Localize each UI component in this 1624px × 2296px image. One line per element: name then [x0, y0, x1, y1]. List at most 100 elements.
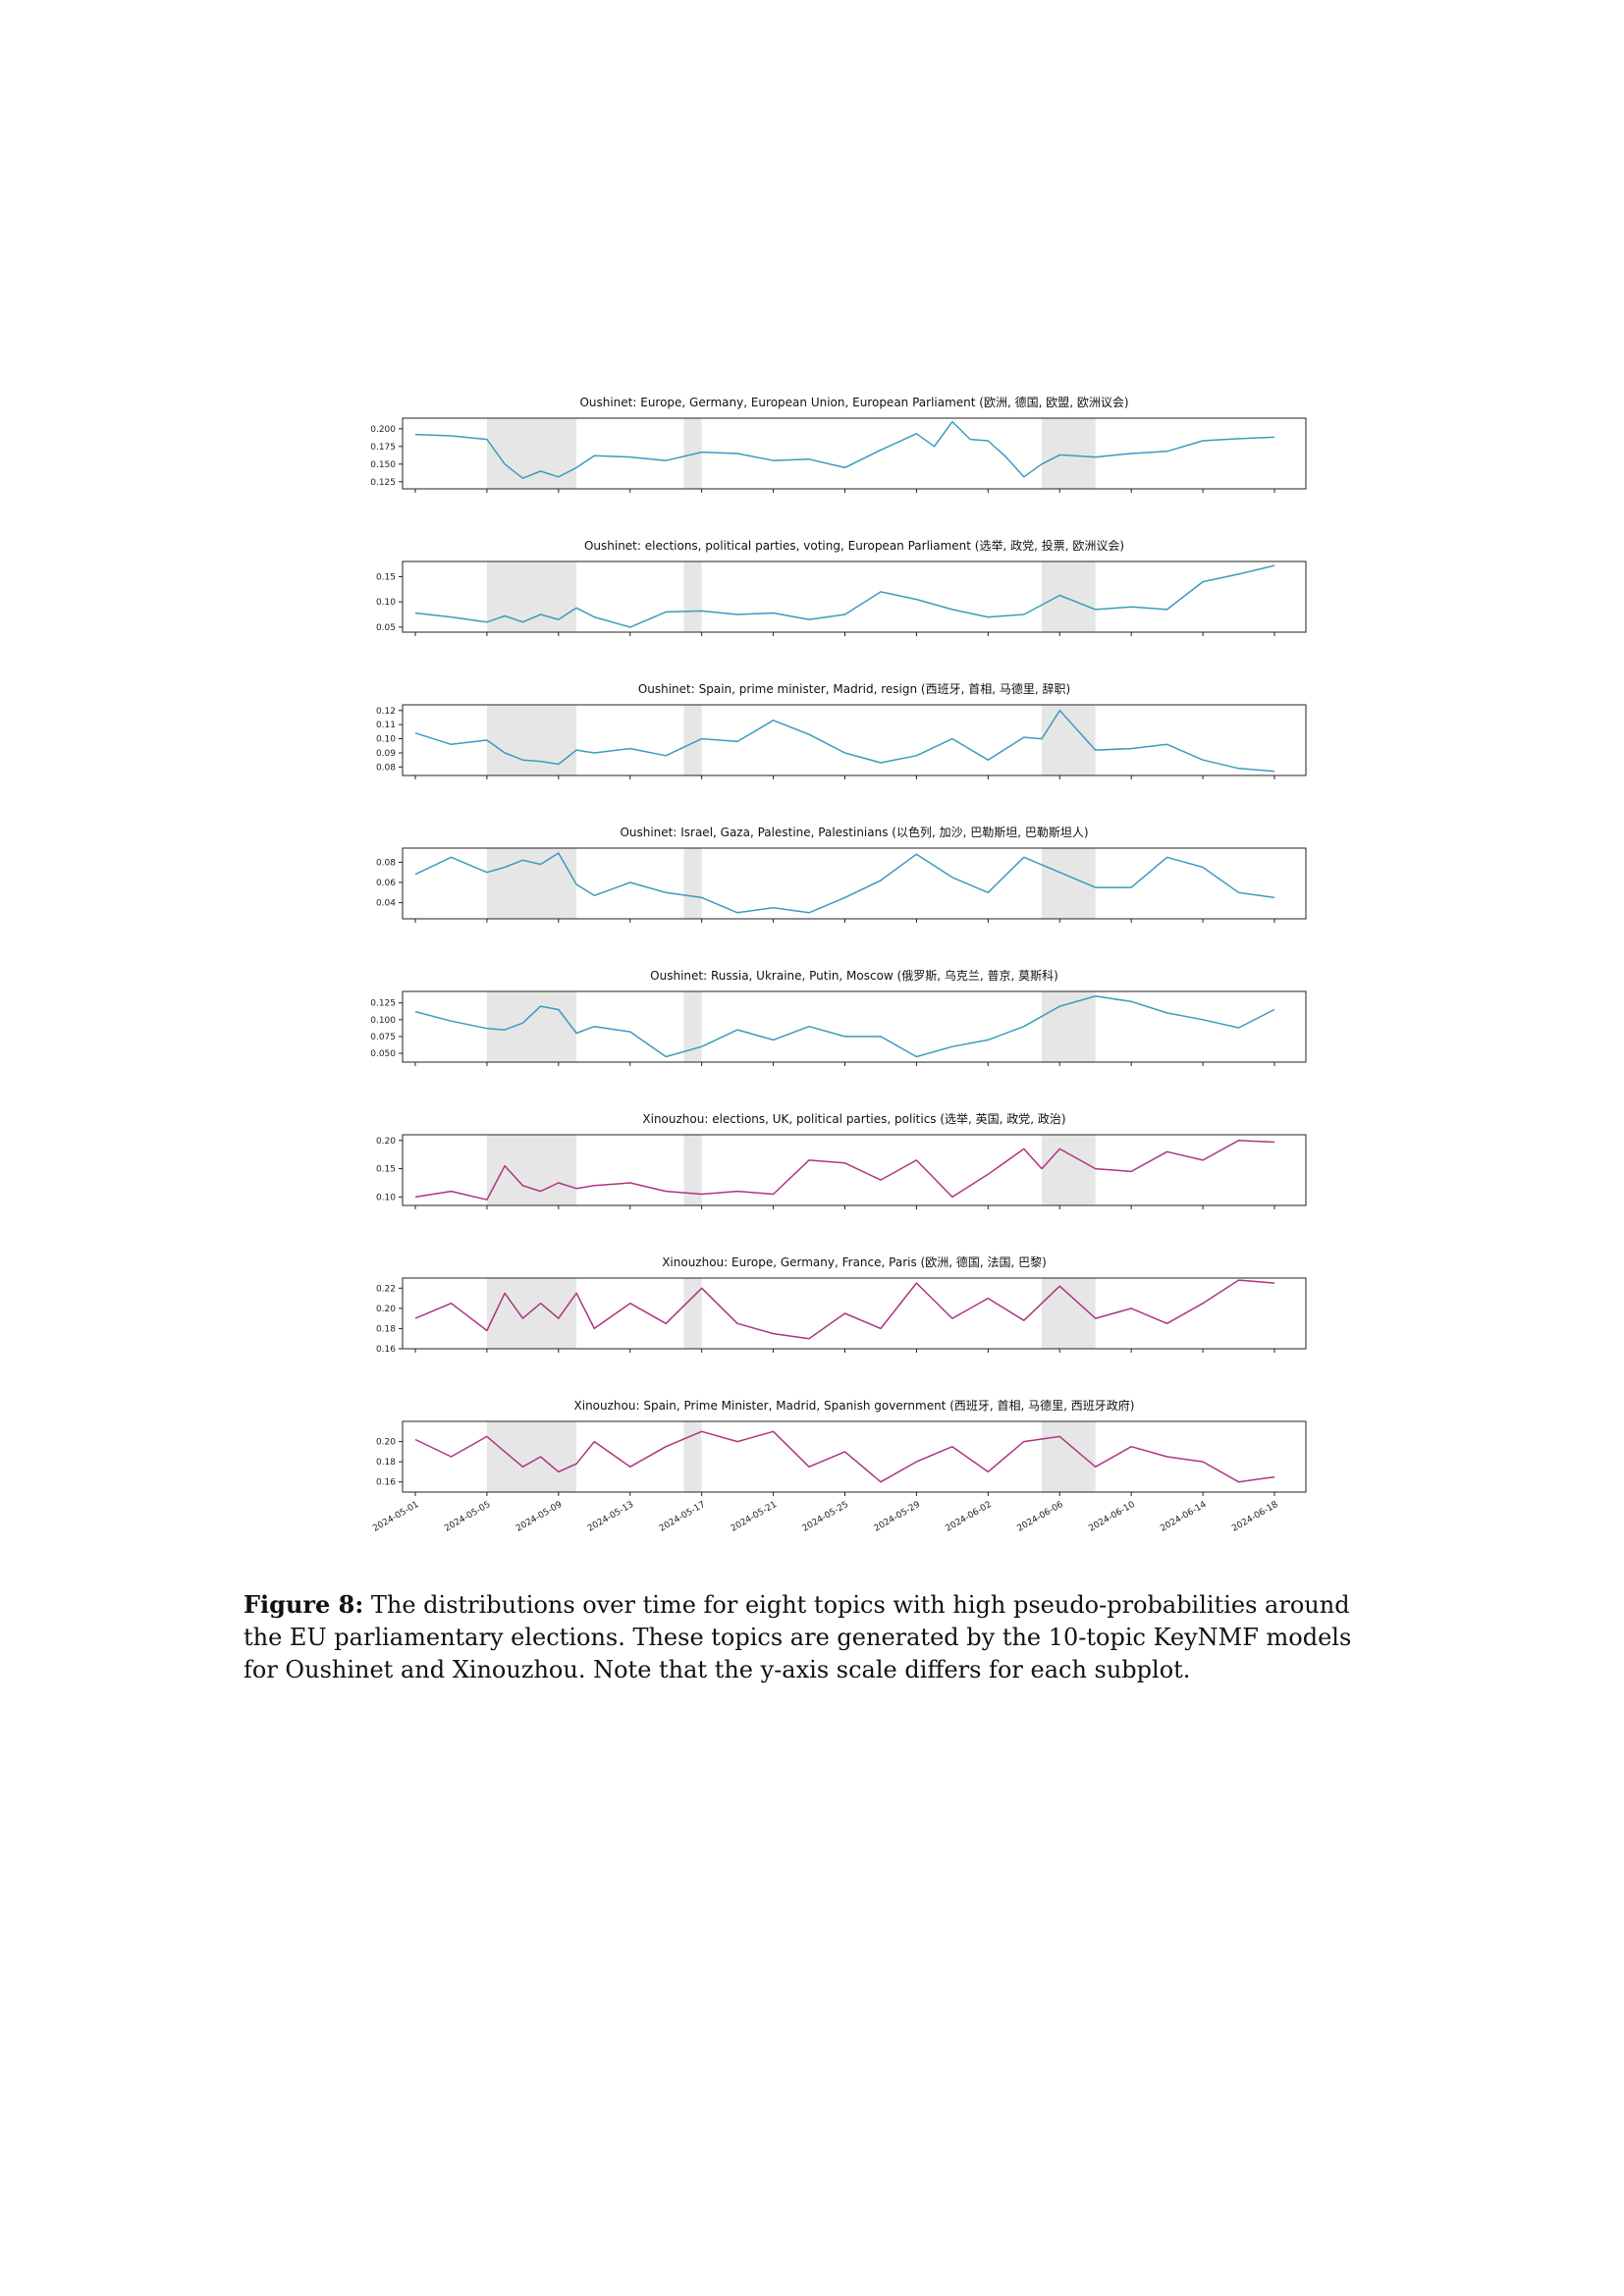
shaded-span-3 — [1042, 561, 1096, 632]
subplot-1: Oushinet: Europe, Germany, European Unio… — [370, 395, 1307, 493]
y-tick-label: 0.050 — [370, 1049, 396, 1059]
plot-frame — [402, 990, 1307, 1063]
y-tick-label: 0.20 — [376, 1305, 396, 1314]
y-tick-label: 0.075 — [370, 1033, 396, 1042]
figure: Oushinet: Europe, Germany, European Unio… — [334, 383, 1316, 1561]
plot-frame — [402, 1277, 1307, 1350]
figure-caption: Figure 8: The distributions over time fo… — [244, 1588, 1392, 1686]
plot-frame — [402, 561, 1307, 633]
shaded-span-3 — [1042, 1421, 1096, 1492]
x-tick-label: 2024-05-29 — [873, 1500, 923, 1534]
subplot-title: Oushinet: Israel, Gaza, Palestine, Pales… — [620, 826, 1088, 839]
shaded-span-2 — [683, 1278, 702, 1349]
subplot-5: Oushinet: Russia, Ukraine, Putin, Moscow… — [370, 968, 1307, 1066]
subplot-title: Xinouzhou: elections, UK, political part… — [642, 1111, 1065, 1126]
x-tick-label: 2024-05-21 — [730, 1500, 779, 1534]
y-tick-label: 0.10 — [376, 735, 396, 745]
y-tick-label: 0.06 — [376, 879, 396, 888]
subplot-title: Oushinet: Russia, Ukraine, Putin, Moscow… — [650, 968, 1058, 983]
shaded-span-1 — [486, 1421, 577, 1492]
caption-text: The distributions over time for eight to… — [244, 1591, 1352, 1683]
x-tick-label: 2024-06-18 — [1230, 1500, 1280, 1534]
y-tick-label: 0.16 — [376, 1478, 396, 1488]
y-tick-label: 0.10 — [376, 598, 396, 608]
subplot-title: Oushinet: elections, political parties, … — [584, 538, 1124, 553]
y-tick-label: 0.15 — [376, 572, 396, 582]
y-tick-label: 0.20 — [376, 1137, 396, 1147]
plot-frame — [402, 847, 1307, 920]
series-line — [414, 995, 1275, 1058]
y-tick-label: 0.22 — [376, 1284, 396, 1294]
x-tick-label: 2024-06-10 — [1087, 1500, 1137, 1534]
y-tick-label: 0.08 — [376, 763, 396, 773]
y-tick-label: 0.18 — [376, 1324, 396, 1334]
x-tick-label: 2024-05-09 — [514, 1500, 565, 1534]
figure-chart: Oushinet: Europe, Germany, European Unio… — [370, 395, 1307, 1534]
shaded-span-1 — [486, 1278, 577, 1349]
x-tick-label: 2024-06-14 — [1159, 1500, 1209, 1534]
y-tick-label: 0.09 — [376, 749, 396, 759]
shaded-span-2 — [683, 848, 702, 919]
y-tick-label: 0.04 — [376, 899, 396, 909]
shaded-span-3 — [1042, 1278, 1096, 1349]
shaded-span-1 — [486, 1135, 577, 1205]
x-tick-label: 2024-05-17 — [658, 1500, 707, 1534]
shaded-span-2 — [683, 561, 702, 632]
x-tick-label: 2024-06-06 — [1015, 1500, 1065, 1534]
plot-frame — [402, 417, 1307, 490]
plot-frame — [402, 704, 1307, 776]
shaded-span-1 — [486, 418, 577, 489]
y-tick-label: 0.100 — [370, 1016, 396, 1026]
shaded-span-3 — [1042, 418, 1096, 489]
y-tick-label: 0.125 — [370, 478, 396, 488]
subplot-title: Oushinet: Europe, Germany, European Unio… — [579, 395, 1128, 409]
series-line — [414, 852, 1275, 914]
shaded-span-1 — [486, 848, 577, 919]
y-tick-label: 0.200 — [370, 425, 396, 435]
y-tick-label: 0.11 — [376, 721, 396, 730]
x-tick-label: 2024-05-25 — [801, 1500, 850, 1534]
y-tick-label: 0.05 — [376, 623, 396, 633]
y-tick-label: 0.20 — [376, 1438, 396, 1448]
subplot-4: Oushinet: Israel, Gaza, Palestine, Pales… — [376, 826, 1307, 923]
shaded-span-1 — [486, 991, 577, 1062]
y-tick-label: 0.125 — [370, 999, 396, 1009]
shaded-span-2 — [683, 991, 702, 1062]
x-tick-label: 2024-06-02 — [945, 1500, 994, 1534]
y-tick-label: 0.150 — [370, 460, 396, 470]
subplot-title: Xinouzhou: Spain, Prime Minister, Madrid… — [574, 1398, 1135, 1413]
y-tick-label: 0.12 — [376, 707, 396, 717]
x-tick-label: 2024-05-13 — [586, 1500, 635, 1534]
series-line — [414, 1430, 1275, 1483]
subplot-title: Oushinet: Spain, prime minister, Madrid,… — [638, 681, 1070, 696]
series-line — [414, 564, 1275, 628]
shaded-span-3 — [1042, 991, 1096, 1062]
y-tick-label: 0.175 — [370, 443, 396, 453]
shaded-span-1 — [486, 561, 577, 632]
subplot-7: Xinouzhou: Europe, Germany, France, Pari… — [376, 1255, 1307, 1355]
shaded-span-2 — [683, 705, 702, 775]
subplot-2: Oushinet: elections, political parties, … — [376, 538, 1307, 636]
series-line — [414, 420, 1275, 479]
x-tick-label: 2024-05-01 — [371, 1500, 420, 1534]
y-tick-label: 0.16 — [376, 1345, 396, 1355]
y-tick-label: 0.08 — [376, 858, 396, 868]
shaded-span-3 — [1042, 1135, 1096, 1205]
subplot-title: Xinouzhou: Europe, Germany, France, Pari… — [662, 1255, 1047, 1269]
y-tick-label: 0.18 — [376, 1458, 396, 1468]
shaded-span-1 — [486, 705, 577, 775]
y-tick-label: 0.10 — [376, 1193, 396, 1202]
series-line — [414, 1140, 1275, 1201]
x-tick-label: 2024-05-05 — [443, 1500, 492, 1534]
series-line — [414, 710, 1275, 773]
y-tick-label: 0.15 — [376, 1165, 396, 1175]
shaded-span-2 — [683, 1421, 702, 1492]
plot-frame — [402, 1134, 1307, 1206]
shaded-span-2 — [683, 1135, 702, 1205]
subplot-6: Xinouzhou: elections, UK, political part… — [376, 1111, 1307, 1209]
subplot-3: Oushinet: Spain, prime minister, Madrid,… — [376, 681, 1307, 779]
series-line — [414, 1279, 1275, 1340]
caption-label: Figure 8: — [244, 1590, 364, 1619]
subplot-8: Xinouzhou: Spain, Prime Minister, Madrid… — [371, 1398, 1307, 1534]
plot-frame — [402, 1420, 1307, 1493]
